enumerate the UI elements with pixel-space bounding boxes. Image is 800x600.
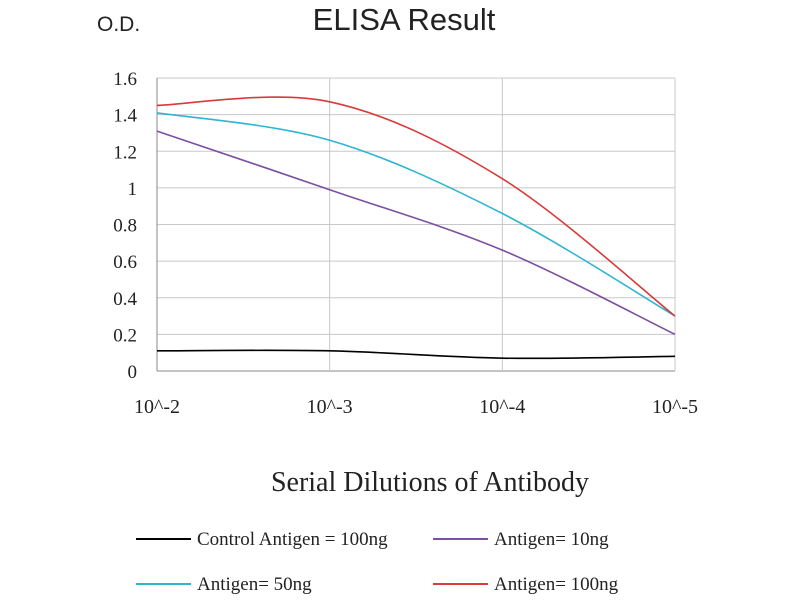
y-tick-label: 0.6 [113,252,137,273]
chart-title: ELISA Result [313,2,496,37]
x-tick-label: 10^-2 [134,396,180,418]
x-tick-labels: 10^-2 10^-3 10^-4 10^-5 [134,396,698,418]
y-tick-label: 1.2 [113,142,137,163]
x-tick-label: 10^-4 [479,396,525,418]
y-tick-label: 0 [128,362,138,383]
series-lines [156,96,676,360]
legend: Control Antigen = 100ng Antigen= 10ng Anti… [136,529,619,595]
series-line-2 [156,130,676,336]
legend-label-4: Antigen= 100ng [494,574,619,595]
series-line-1 [156,349,676,360]
y-tick-labels: 0 0.2 0.4 0.6 0.8 1 1.2 1.4 1.6 [113,69,137,383]
y-tick-label: 0.2 [113,325,137,346]
y-tick-label: 1 [128,179,138,200]
y-tick-label: 1.4 [113,106,137,127]
x-axis-label: Serial Dilutions of Antibody [271,467,589,498]
y-tick-label: 1.6 [113,69,137,90]
y-axis-label: O.D. [97,13,140,36]
y-tick-label: 0.8 [113,216,137,237]
y-tick-label: 0.4 [113,289,137,310]
legend-label-1: Control Antigen = 100ng [197,529,388,550]
series-line-3 [156,112,676,317]
x-tick-label: 10^-5 [652,396,698,418]
legend-label-2: Antigen= 10ng [494,529,609,550]
legend-label-3: Antigen= 50ng [197,574,312,595]
x-tick-label: 10^-3 [307,396,353,418]
grid [156,77,676,372]
series-line-4 [156,96,676,317]
